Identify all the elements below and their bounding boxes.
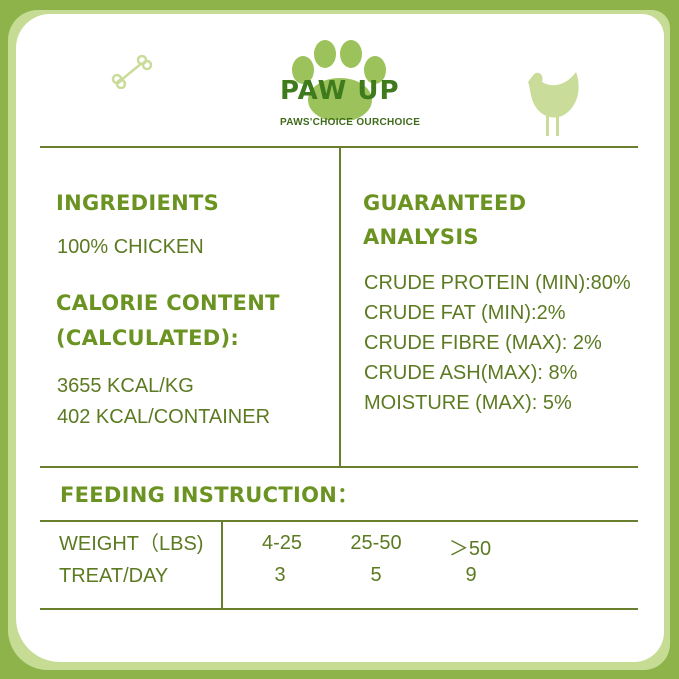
paw-icon bbox=[292, 40, 386, 120]
calorie-title-1: CALORIE CONTENT bbox=[56, 291, 280, 315]
feeding-title: FEEDING INSTRUCTION： bbox=[60, 483, 359, 507]
analysis-item: CRUDE ASH(MAX): 8% bbox=[364, 362, 578, 384]
ingredients-value: 100% CHICKEN bbox=[57, 236, 204, 258]
feeding-cell: 4-25 bbox=[261, 532, 303, 554]
feeding-cell: 25-50 bbox=[350, 532, 402, 554]
ingredients-title: INGREDIENTS bbox=[56, 191, 220, 215]
feeding-table-divider bbox=[221, 520, 223, 609]
analysis-title-2: ANALYSIS bbox=[363, 225, 479, 249]
chicken-icon bbox=[528, 72, 579, 136]
feeding-cell: 3 bbox=[274, 564, 286, 586]
divider-middle bbox=[40, 466, 638, 468]
brand-logo: PAW UP bbox=[280, 76, 400, 106]
analysis-item: MOISTURE (MAX): 5% bbox=[364, 392, 572, 414]
brand-slogan: PAWS'CHOICE OURCHOICE bbox=[280, 117, 421, 128]
feeding-row-label: TREAT/DAY bbox=[59, 565, 169, 587]
calorie-value: 3655 KCAL/KG bbox=[57, 375, 194, 397]
analysis-title-1: GUARANTEED bbox=[363, 191, 527, 215]
feeding-row-label: WEIGHT（LBS) bbox=[59, 533, 204, 555]
divider-center bbox=[339, 146, 341, 468]
analysis-item: CRUDE PROTEIN (MIN):80% bbox=[364, 272, 631, 294]
analysis-item: CRUDE FAT (MIN):2% bbox=[364, 302, 566, 324]
calorie-value: 402 KCAL/CONTAINER bbox=[57, 406, 271, 428]
feeding-cell: 9 bbox=[465, 564, 477, 586]
feeding-table-bottom bbox=[40, 608, 638, 610]
bone-icon bbox=[111, 55, 153, 89]
calorie-title-2: (CALCULATED): bbox=[56, 326, 240, 350]
feeding-cell: 5 bbox=[370, 564, 382, 586]
analysis-item: CRUDE FIBRE (MAX): 2% bbox=[364, 332, 602, 354]
feeding-table-top bbox=[40, 520, 638, 522]
feeding-cell: ＞50 bbox=[448, 538, 492, 560]
